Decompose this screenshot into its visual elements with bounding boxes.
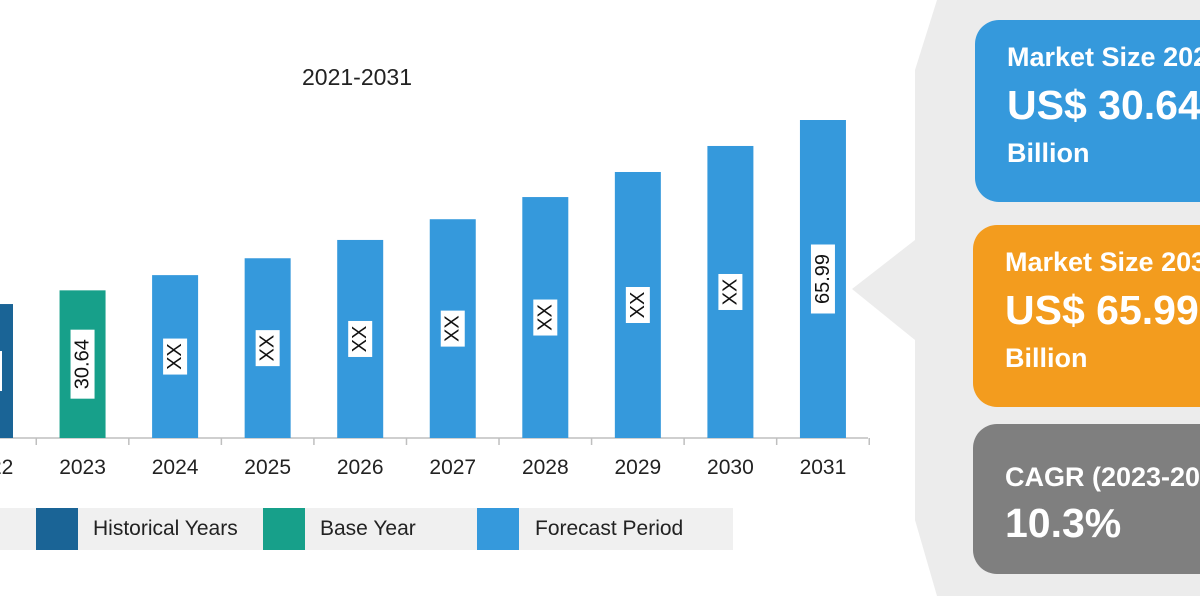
card-value: US$ 30.64 xyxy=(1007,82,1200,128)
x-tick-label-2028: 2028 xyxy=(522,456,569,479)
legend-swatch-base xyxy=(263,508,305,550)
data-label-2026: XX xyxy=(349,326,371,353)
x-tick-label-2024: 2024 xyxy=(152,456,199,479)
card-heading: Market Size 2023 xyxy=(1007,42,1200,72)
x-tick-label-2030: 2030 xyxy=(707,456,754,479)
data-label-2030: XX xyxy=(719,279,741,306)
x-tick-label-2027: 2027 xyxy=(429,456,476,479)
data-label-2025: XX xyxy=(257,335,279,362)
card-heading: Market Size 2031 xyxy=(1005,247,1200,277)
card-unit: Billion xyxy=(1007,138,1090,168)
x-tick-label-2022: 2022 xyxy=(0,456,13,479)
data-label-2031: 65.99 xyxy=(812,254,834,304)
cagr-card: CAGR (2023-2031) 10.3% xyxy=(973,424,1200,574)
legend-label-forecast: Forecast Period xyxy=(535,517,684,540)
data-label-2023: 30.64 xyxy=(72,339,94,389)
data-label-box-2025 xyxy=(255,330,280,367)
data-label-2028: XX xyxy=(534,304,556,331)
data-label-box-2028 xyxy=(533,299,558,336)
card-value: US$ 65.99 xyxy=(1005,287,1199,333)
legend: Historical Years Base Year Forecast Peri… xyxy=(0,508,733,550)
data-label-box-2022 xyxy=(0,351,2,392)
legend-swatch-historical xyxy=(36,508,78,550)
data-label-box-2023 xyxy=(70,329,95,399)
legend-label-base: Base Year xyxy=(320,517,416,540)
data-label-2024: XX xyxy=(164,343,186,370)
panel-pointer-shape xyxy=(852,0,937,596)
market-size-2023-card: Market Size 2023 US$ 30.64 Billion xyxy=(975,20,1200,202)
market-size-2031-card: Market Size 2031 US$ 65.99 Billion xyxy=(973,225,1200,407)
data-label-2027: XX xyxy=(442,315,464,342)
data-label-box-2026 xyxy=(348,320,373,357)
legend-label-historical: Historical Years xyxy=(93,517,238,540)
legend-swatch-forecast xyxy=(477,508,519,550)
x-tick-label-2025: 2025 xyxy=(244,456,291,479)
data-label-box-2029 xyxy=(625,286,650,323)
bar-2022 xyxy=(0,304,13,438)
data-label-box-2031 xyxy=(810,244,835,314)
card-unit: Billion xyxy=(1005,343,1088,373)
x-tick-label-2023: 2023 xyxy=(59,456,106,479)
chart-title: 2021-2031 xyxy=(302,64,412,90)
bar-chart: 2022 2023 30.64 2024 XX 2025 XX 2026 XX 2027 XX 202… xyxy=(0,120,870,479)
data-label-2029: XX xyxy=(627,292,649,319)
x-tick-label-2029: 2029 xyxy=(614,456,661,479)
data-label-box-2030 xyxy=(718,273,743,310)
x-tick-label-2026: 2026 xyxy=(337,456,384,479)
data-label-box-2024 xyxy=(163,338,188,375)
panel-pointer xyxy=(852,0,937,596)
card-heading: CAGR (2023-2031) xyxy=(1005,462,1200,492)
card-value: 10.3% xyxy=(1005,500,1122,546)
x-tick-label-2031: 2031 xyxy=(800,456,847,479)
data-label-box-2027 xyxy=(440,310,465,347)
